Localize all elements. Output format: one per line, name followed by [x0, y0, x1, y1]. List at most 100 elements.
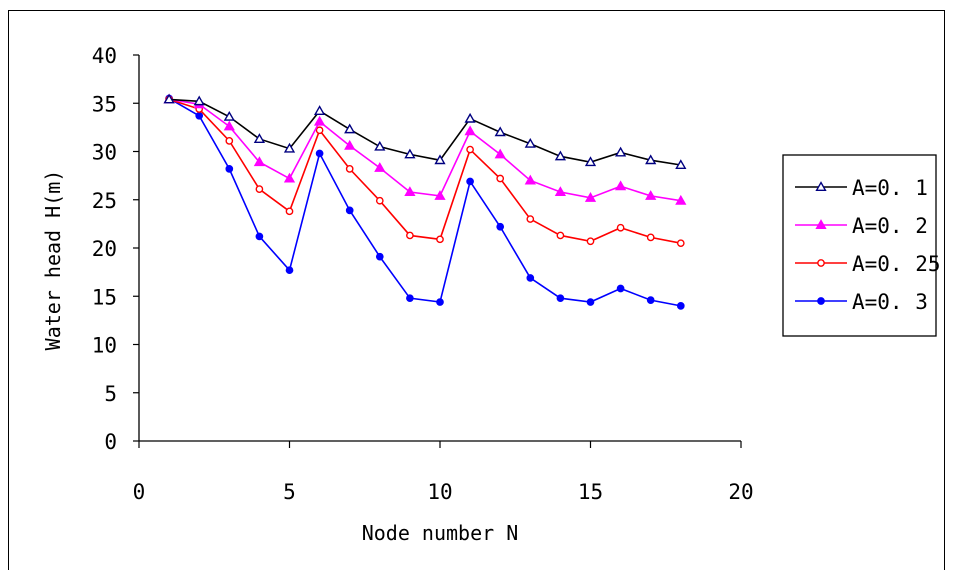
legend-label: A=0. 3 — [852, 290, 928, 314]
data-point — [496, 174, 505, 183]
data-point — [616, 223, 625, 232]
x-tick-label: 20 — [728, 480, 753, 504]
data-point — [255, 232, 264, 241]
data-point — [344, 139, 356, 150]
data-point — [434, 154, 446, 165]
data-point — [584, 191, 597, 202]
data-point — [646, 233, 655, 242]
data-point — [676, 239, 685, 248]
data-point — [464, 112, 476, 123]
legend-item: A=0. 1 — [795, 176, 928, 200]
data-point — [496, 222, 505, 231]
data-point — [646, 296, 655, 304]
data-point — [556, 231, 565, 240]
y-tick-label: 20 — [92, 237, 117, 261]
data-point — [616, 284, 625, 293]
legend-item: A=0. 2 — [795, 214, 928, 238]
y-tick-label: 0 — [104, 430, 117, 454]
y-tick-label: 40 — [92, 44, 117, 68]
data-point — [404, 148, 416, 159]
data-point — [193, 95, 205, 106]
data-point — [225, 165, 234, 173]
legend-item: A=0. 25 — [795, 252, 941, 276]
data-point — [375, 252, 384, 261]
y-tick-label: 10 — [92, 334, 117, 358]
series-line — [168, 97, 681, 307]
y-tick-label: 25 — [92, 189, 117, 213]
data-point — [344, 123, 356, 134]
data-point — [494, 148, 506, 159]
axes: 0 5 10 15 20 25 30 35 40 0 5 10 15 20 — [92, 44, 754, 504]
data-point — [315, 126, 324, 135]
series-line — [168, 98, 681, 202]
data-point — [675, 159, 687, 170]
data-point — [524, 137, 536, 148]
data-point — [223, 120, 235, 131]
data-point — [315, 149, 324, 158]
series-a-0-25 — [165, 95, 685, 248]
data-point — [345, 206, 354, 215]
series-a-0-1 — [163, 93, 687, 170]
chart-frame — [8, 10, 945, 570]
data-point — [524, 174, 536, 185]
x-tick-label: 5 — [283, 480, 296, 504]
data-point — [253, 156, 266, 167]
x-tick-label: 15 — [578, 480, 603, 504]
data-point — [645, 154, 657, 165]
legend: A=0. 1 A=0. 2 A=0. 25 A=0. 3 — [782, 154, 941, 337]
data-point — [406, 231, 414, 240]
legend-label: A=0. 2 — [852, 214, 928, 238]
legend-marker — [817, 259, 825, 267]
data-point — [223, 110, 235, 121]
data-point — [195, 111, 204, 120]
data-point — [614, 146, 627, 157]
series-a-0-2 — [163, 93, 687, 205]
data-point — [614, 180, 627, 191]
data-point — [375, 196, 384, 205]
data-point — [404, 186, 416, 197]
series-line — [168, 98, 681, 244]
data-point — [283, 142, 296, 153]
data-point — [526, 215, 535, 223]
data-point — [526, 274, 535, 282]
data-point — [554, 150, 567, 161]
data-point — [225, 137, 234, 145]
data-point — [253, 133, 266, 143]
data-point — [313, 115, 326, 126]
data-point — [466, 177, 474, 186]
data-point — [556, 294, 565, 303]
y-tick-label: 5 — [104, 382, 117, 406]
data-point — [285, 266, 294, 275]
y-tick-label: 15 — [92, 285, 117, 309]
data-point — [676, 302, 685, 310]
data-point — [255, 185, 264, 193]
data-point — [374, 140, 386, 151]
data-point — [283, 172, 296, 183]
data-point — [313, 105, 326, 115]
data-point — [675, 194, 687, 205]
legend-marker — [815, 219, 827, 230]
legend-box — [782, 154, 937, 337]
data-point — [436, 298, 444, 306]
legend-label: A=0. 1 — [852, 176, 928, 200]
data-point — [406, 294, 414, 303]
x-axis-title: Node number N — [362, 521, 519, 545]
series-line — [169, 98, 681, 166]
data-point — [434, 190, 446, 200]
data-point — [464, 125, 476, 136]
data-point — [586, 298, 595, 306]
data-point — [494, 126, 506, 137]
data-point — [163, 93, 175, 104]
y-axis-title: Water head H(m) — [41, 170, 65, 351]
data-point — [554, 186, 567, 197]
x-tick-label: 0 — [133, 480, 146, 504]
data-point — [285, 207, 294, 216]
data-point — [584, 156, 597, 167]
legend-marker — [815, 181, 827, 192]
x-tick-label: 10 — [427, 480, 452, 504]
legend-marker — [817, 297, 825, 305]
data-point — [436, 235, 444, 244]
data-point — [645, 190, 657, 200]
data-point — [345, 165, 354, 173]
